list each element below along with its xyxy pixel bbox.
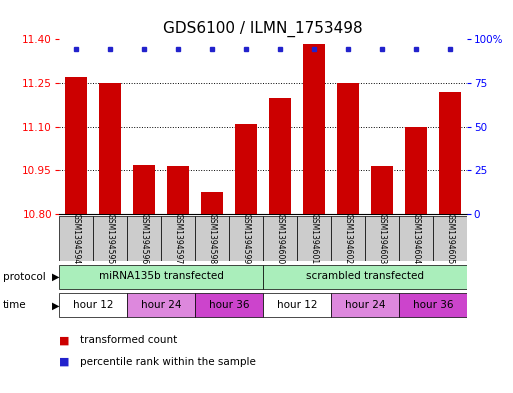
Bar bbox=[433, 216, 467, 261]
Bar bbox=[127, 293, 195, 318]
Bar bbox=[399, 216, 433, 261]
Text: GSM1394601: GSM1394601 bbox=[309, 213, 319, 264]
Text: ■: ■ bbox=[59, 335, 69, 345]
Bar bbox=[297, 216, 331, 261]
Bar bbox=[337, 83, 359, 214]
Bar bbox=[269, 97, 291, 214]
Bar bbox=[133, 165, 155, 214]
Bar bbox=[399, 293, 467, 318]
Bar bbox=[371, 166, 393, 214]
Text: GSM1394605: GSM1394605 bbox=[445, 213, 455, 264]
Text: scrambled transfected: scrambled transfected bbox=[306, 271, 424, 281]
Bar bbox=[303, 44, 325, 214]
Text: hour 12: hour 12 bbox=[73, 300, 113, 310]
Text: miRNA135b transfected: miRNA135b transfected bbox=[98, 271, 223, 281]
Text: protocol: protocol bbox=[3, 272, 45, 282]
Text: ■: ■ bbox=[59, 357, 69, 367]
Bar bbox=[59, 216, 93, 261]
Title: GDS6100 / ILMN_1753498: GDS6100 / ILMN_1753498 bbox=[163, 20, 363, 37]
Bar bbox=[439, 92, 461, 214]
Text: GSM1394600: GSM1394600 bbox=[275, 213, 284, 264]
Text: hour 12: hour 12 bbox=[277, 300, 317, 310]
Text: time: time bbox=[3, 300, 26, 310]
Bar bbox=[59, 264, 263, 289]
Text: hour 24: hour 24 bbox=[141, 300, 181, 310]
Bar bbox=[331, 293, 399, 318]
Text: hour 24: hour 24 bbox=[345, 300, 385, 310]
Bar bbox=[235, 124, 257, 214]
Text: hour 36: hour 36 bbox=[209, 300, 249, 310]
Bar bbox=[263, 216, 297, 261]
Text: GSM1394604: GSM1394604 bbox=[411, 213, 420, 264]
Text: GSM1394594: GSM1394594 bbox=[71, 213, 81, 264]
Bar bbox=[263, 293, 331, 318]
Text: ▶: ▶ bbox=[52, 272, 59, 282]
Bar bbox=[201, 192, 223, 214]
Bar bbox=[93, 216, 127, 261]
Bar bbox=[65, 77, 87, 214]
Bar bbox=[229, 216, 263, 261]
Text: GSM1394603: GSM1394603 bbox=[378, 213, 386, 264]
Bar bbox=[127, 216, 161, 261]
Bar bbox=[161, 216, 195, 261]
Text: ▶: ▶ bbox=[52, 300, 59, 310]
Text: GSM1394598: GSM1394598 bbox=[207, 213, 216, 264]
Text: GSM1394599: GSM1394599 bbox=[242, 213, 250, 264]
Bar bbox=[405, 127, 427, 214]
Bar bbox=[331, 216, 365, 261]
Bar bbox=[99, 83, 121, 214]
Bar bbox=[59, 293, 127, 318]
Text: GSM1394596: GSM1394596 bbox=[140, 213, 148, 264]
Bar bbox=[195, 216, 229, 261]
Bar bbox=[365, 216, 399, 261]
Bar bbox=[263, 264, 467, 289]
Bar bbox=[167, 166, 189, 214]
Text: GSM1394595: GSM1394595 bbox=[106, 213, 114, 264]
Text: GSM1394597: GSM1394597 bbox=[173, 213, 183, 264]
Bar bbox=[195, 293, 263, 318]
Text: percentile rank within the sample: percentile rank within the sample bbox=[80, 357, 255, 367]
Text: transformed count: transformed count bbox=[80, 335, 177, 345]
Text: GSM1394602: GSM1394602 bbox=[343, 213, 352, 264]
Text: hour 36: hour 36 bbox=[412, 300, 453, 310]
